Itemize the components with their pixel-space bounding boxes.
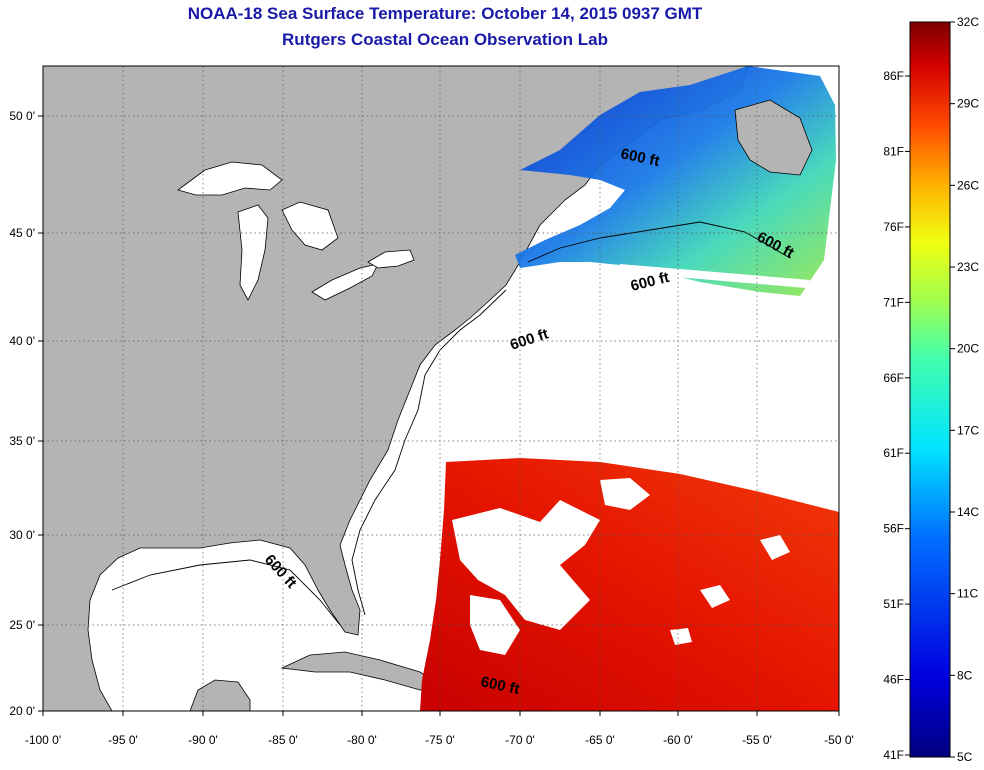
contour-600ft xyxy=(351,289,507,616)
fahrenheit-label: 71F xyxy=(883,295,904,309)
lon-tick-label: -70 0' xyxy=(505,733,535,747)
colorbar-ticks: 32C 29C 26C 23C 20C 17C 14C 11C 8C 5C 86F 81F 76F 71F… xyxy=(883,15,979,764)
lon-tick-label: -75 0' xyxy=(425,733,455,747)
cloud-gap-band xyxy=(618,264,810,288)
celsius-label: 26C xyxy=(957,178,979,192)
lon-tick-label: -60 0' xyxy=(663,733,693,747)
lon-tick-label: -85 0' xyxy=(268,733,298,747)
celsius-label: 8C xyxy=(957,668,973,682)
cloud-patch xyxy=(452,500,600,630)
fahrenheit-label: 41F xyxy=(883,748,904,762)
cloud-patch xyxy=(700,585,730,608)
contour-600ft xyxy=(111,559,341,626)
celsius-label: 11C xyxy=(957,587,978,601)
fahrenheit-label: 46F xyxy=(883,673,904,687)
contour-600ft xyxy=(527,221,791,263)
colorbar xyxy=(909,21,951,758)
map-title: NOAA-18 Sea Surface Temperature: October… xyxy=(187,4,703,23)
lat-tick-label: 25 0' xyxy=(9,618,35,632)
cloud-patch xyxy=(600,478,650,510)
lon-tick-label: -90 0' xyxy=(188,733,218,747)
fahrenheit-label: 86F xyxy=(883,69,904,83)
cloud-patch xyxy=(470,595,520,655)
lat-tick-label: 20 0' xyxy=(9,704,35,718)
celsius-label: 23C xyxy=(957,260,979,274)
map-subtitle: Rutgers Coastal Ocean Observation Lab xyxy=(282,30,608,49)
newfoundland-land xyxy=(734,99,813,176)
lat-tick-label: 50 0' xyxy=(9,109,35,123)
longitude-axis: -100 0' -95 0' -90 0' -85 0' -80 0' -75 0' -70… xyxy=(25,711,854,747)
lake-ontario xyxy=(367,249,415,269)
lat-tick-label: 40 0' xyxy=(9,334,35,348)
fahrenheit-label: 66F xyxy=(883,371,904,385)
fahrenheit-label: 76F xyxy=(883,220,904,234)
cloud-patch xyxy=(760,535,790,560)
latitude-axis: 50 0' 45 0' 40 0' 35 0' 30 0' 25 0' 20 0' xyxy=(9,109,43,718)
lake-michigan xyxy=(237,204,269,301)
lon-tick-label: -100 0' xyxy=(25,733,61,747)
lake-huron xyxy=(281,201,339,251)
fahrenheit-label: 61F xyxy=(883,446,904,460)
lon-tick-label: -50 0' xyxy=(824,733,854,747)
celsius-label: 20C xyxy=(957,342,979,356)
lat-tick-label: 35 0' xyxy=(9,434,35,448)
fahrenheit-label: 51F xyxy=(883,597,904,611)
lon-tick-label: -65 0' xyxy=(585,733,615,747)
celsius-label: 5C xyxy=(957,750,973,764)
fahrenheit-label: 81F xyxy=(883,144,904,158)
lake-erie xyxy=(311,263,379,301)
fahrenheit-label: 56F xyxy=(883,522,904,536)
celsius-label: 14C xyxy=(957,505,979,519)
lake-superior xyxy=(177,161,283,196)
celsius-label: 32C xyxy=(957,15,979,29)
lon-tick-label: -80 0' xyxy=(347,733,377,747)
plot-frame xyxy=(42,65,840,712)
lat-tick-label: 45 0' xyxy=(9,226,35,240)
cloud-patch xyxy=(670,628,692,645)
celsius-label: 17C xyxy=(957,423,979,437)
lon-tick-label: -55 0' xyxy=(742,733,772,747)
lon-tick-label: -95 0' xyxy=(108,733,138,747)
land-yucatan xyxy=(189,679,251,711)
celsius-label: 29C xyxy=(957,97,979,111)
lat-tick-label: 30 0' xyxy=(9,528,35,542)
